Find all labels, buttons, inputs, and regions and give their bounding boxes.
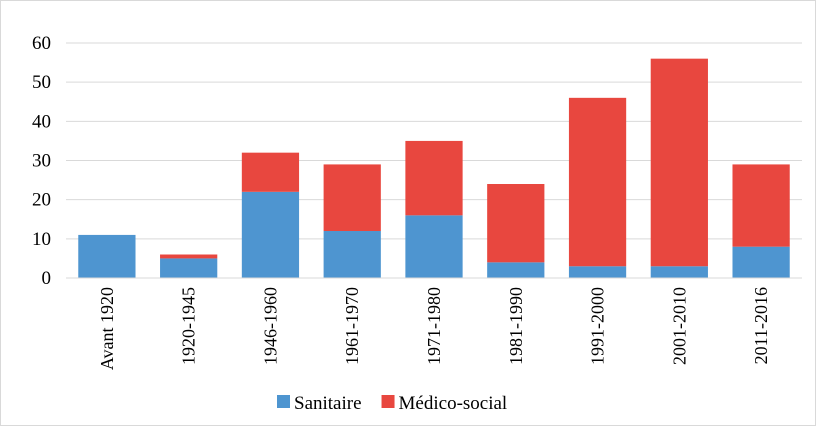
bar-segment xyxy=(732,246,790,278)
bar-segment xyxy=(160,254,218,259)
y-tick-label: 30 xyxy=(32,151,51,172)
bar-segment xyxy=(160,258,218,278)
legend-label: Sanitaire xyxy=(294,393,362,414)
bar-segment xyxy=(323,231,381,278)
bar-segment xyxy=(78,234,136,278)
x-tick-label: 1946-1960 xyxy=(260,287,280,365)
bar-segment xyxy=(568,266,627,278)
y-tick-label: 40 xyxy=(32,111,51,132)
bar-segment xyxy=(405,215,463,278)
bar-segment xyxy=(487,184,545,263)
x-tick-label: 2001-2010 xyxy=(669,287,689,365)
y-tick-label: 0 xyxy=(42,268,52,289)
legend: Sanitaire Médico-social xyxy=(277,393,507,414)
x-tick-label: 1971-1980 xyxy=(424,287,444,365)
x-tick-label: 1991-2000 xyxy=(588,287,608,365)
bar-segment xyxy=(323,164,381,231)
y-axis-ticks: 0 10 20 30 40 50 60 xyxy=(32,33,51,289)
x-tick-label: 1920-1945 xyxy=(179,287,199,365)
bar-segment xyxy=(487,262,545,278)
bar-segment xyxy=(241,152,300,192)
x-axis-ticks: Avant 1920 1920-1945 1946-1960 1961-1970 197… xyxy=(97,287,771,370)
x-tick-label: Avant 1920 xyxy=(97,287,117,370)
bar-segment xyxy=(732,164,790,247)
legend-swatch xyxy=(277,395,290,408)
x-tick-label: 2011-2016 xyxy=(751,287,771,364)
bar-segment xyxy=(650,266,708,278)
y-tick-label: 50 xyxy=(32,72,51,93)
bar-segment xyxy=(241,191,300,278)
x-tick-label: 1981-1990 xyxy=(506,287,526,365)
legend-swatch xyxy=(381,395,395,408)
bar-segment xyxy=(568,97,627,267)
legend-label: Médico-social xyxy=(399,393,508,414)
bar-segment xyxy=(650,58,708,267)
x-tick-label: 1961-1970 xyxy=(342,287,362,365)
bar-segment xyxy=(405,140,463,216)
bars xyxy=(78,58,790,278)
y-tick-label: 60 xyxy=(32,33,51,54)
y-tick-label: 10 xyxy=(32,229,51,250)
y-tick-label: 20 xyxy=(32,190,51,211)
